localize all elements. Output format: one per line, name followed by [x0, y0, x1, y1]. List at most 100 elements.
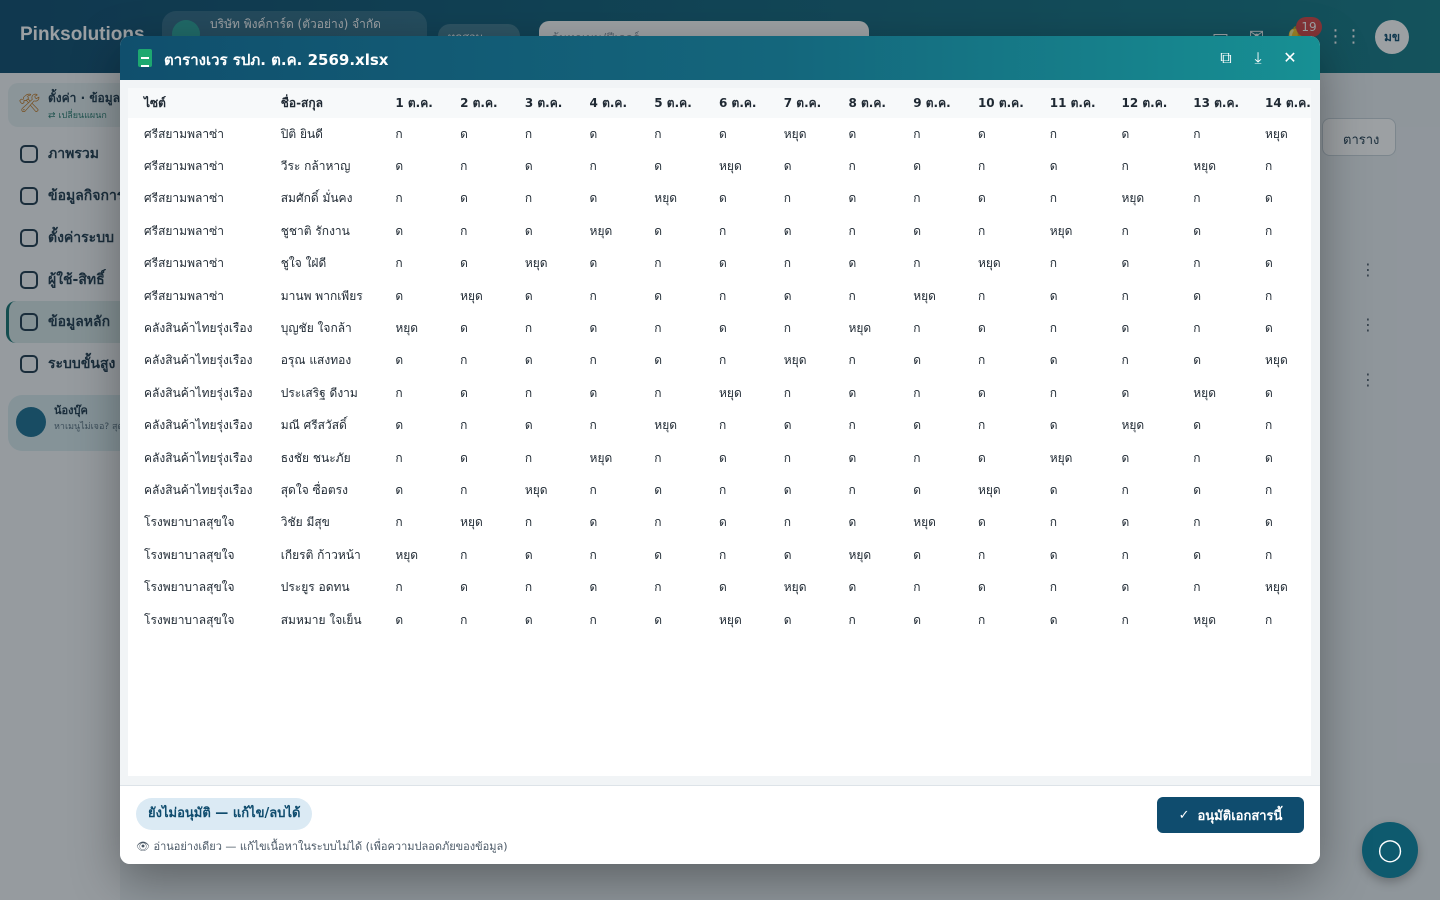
shift-cell: ก	[913, 256, 921, 271]
row-menu-icon[interactable]: ⋮	[1360, 315, 1376, 334]
site-cell: คลังสินค้าไทยรุ่งเรือง	[144, 418, 253, 433]
shift-cell: ก	[654, 385, 662, 400]
shift-cell: ก	[1193, 450, 1201, 465]
view-toggle-table[interactable]: ตาราง	[1322, 118, 1396, 156]
shift-cell: ด	[524, 159, 533, 174]
shift-cell: ด	[395, 159, 404, 174]
readonly-note: 👁 อ่านอย่างเดียว — แก้ไขเนื้อหาในระบบไม่…	[136, 840, 508, 853]
shift-cell: ด	[719, 321, 727, 336]
column-header: 14 ต.ค.	[1249, 88, 1311, 118]
shift-cell: ด	[524, 418, 533, 433]
shift-cell: หยุด	[1265, 353, 1288, 368]
sidebar-nav: ภาพรวม ข้อมูลกิจการ ตั้งค่าระบบ ผู้ใช้-ส…	[0, 133, 140, 385]
shift-cell: ก	[589, 482, 597, 497]
spreadsheet-preview[interactable]: ไซต์ ชื่อ-สกุล 1 ต.ค. 2 ต.ค. 3 ต.ค. 4 ต.ค. 5 ต…	[128, 88, 1311, 776]
shift-cell: ก	[1121, 547, 1129, 562]
shift-cell: ก	[1049, 321, 1057, 336]
shift-cell: ก	[1265, 547, 1273, 562]
shift-cell: ก	[654, 321, 662, 336]
shift-cell: ก	[1193, 126, 1201, 141]
download-icon: ⤓	[1254, 48, 1262, 67]
shift-cell: ด	[719, 580, 727, 595]
shift-cell: ด	[395, 482, 404, 497]
row-menu-icon[interactable]: ⋮	[1360, 370, 1376, 389]
name-cell: ชูใจ ใฝ่ดี	[280, 256, 327, 271]
shift-cell: ด	[460, 256, 468, 271]
download-button[interactable]: ⤓	[1246, 46, 1270, 70]
sidebar-item-users-permissions[interactable]: ผู้ใช้-สิทธิ์	[0, 259, 140, 301]
shift-cell: ด	[783, 482, 792, 497]
shift-cell: หยุด	[524, 256, 548, 271]
site-cell: คลังสินค้าไทยรุ่งเรือง	[144, 321, 253, 336]
shift-cell: หยุด	[1193, 159, 1216, 174]
shift-cell: ด	[524, 547, 533, 562]
table-row: คลังสินค้าไทยรุ่งเรือง ธงชัย ชนะภัย ก ด ก หยุ…	[128, 442, 1311, 474]
shift-cell: ด	[654, 353, 663, 368]
sidebar-item-master-data[interactable]: ข้อมูลหลัก	[6, 301, 140, 343]
table-row: คลังสินค้าไทยรุ่งเรือง สุดใจ ซื่อตรง ด ก หยุ…	[128, 474, 1311, 506]
shift-cell: ด	[654, 159, 663, 174]
table-row: โรงพยาบาลสุขใจ วิชัย มีสุข ก หยุด ก ด ก ด ก ด หยุด…	[128, 507, 1311, 539]
row-menu-icon[interactable]: ⋮	[1360, 260, 1376, 279]
shift-cell: ก	[783, 191, 792, 206]
book-icon	[16, 407, 46, 437]
sidebar-item-system-settings[interactable]: ตั้งค่าระบบ	[0, 217, 140, 259]
modal-header: ตารางเวร รปภ. ต.ค. 2569.xlsx ⧉ ⤓ ✕	[120, 36, 1320, 80]
shift-cell: ด	[589, 126, 598, 141]
apps-grid-icon[interactable]: ⋮⋮	[1326, 26, 1363, 47]
sidebar-item-label: ข้อมูลกิจการ	[48, 188, 125, 204]
building-icon	[20, 187, 38, 205]
shift-cell: ด	[1049, 418, 1058, 433]
sidebar-item-advanced[interactable]: ระบบขั้นสูง	[0, 343, 140, 385]
users-icon	[20, 271, 38, 289]
table-row: โรงพยาบาลสุขใจ เกียรติ ก้าวหน้า หยุด ก ด ก ด ก ด…	[128, 539, 1311, 571]
shift-cell: ก	[1121, 223, 1129, 238]
open-external-icon: ⧉	[1220, 48, 1232, 67]
shift-cell: ด	[913, 547, 922, 562]
open-external-button[interactable]: ⧉	[1214, 46, 1238, 70]
sidebar-item-business-info[interactable]: ข้อมูลกิจการ	[0, 175, 140, 217]
shift-cell: ก	[654, 580, 662, 595]
shift-cell: ก	[395, 385, 403, 400]
shift-cell: ด	[1049, 482, 1058, 497]
site-cell: โรงพยาบาลสุขใจ	[144, 547, 235, 562]
column-header: 3 ต.ค.	[508, 88, 574, 118]
name-cell: วีระ กล้าหาญ	[280, 159, 351, 174]
column-header: 8 ต.ค.	[832, 88, 898, 118]
shift-cell: ด	[589, 580, 598, 595]
site-cell: คลังสินค้าไทยรุ่งเรือง	[144, 450, 253, 465]
shift-cell: ด	[848, 450, 857, 465]
shift-cell: ก	[719, 223, 727, 238]
column-header: 10 ต.ค.	[961, 88, 1034, 118]
sidebar-item-label: ตั้งค่าระบบ	[48, 230, 114, 246]
shift-cell: ด	[719, 450, 727, 465]
table-row: โรงพยาบาลสุขใจ สมหมาย ใจเย็น ด ก ด ก ด หยุด ด ก ด ก…	[128, 604, 1311, 636]
shift-cell: หยุด	[719, 385, 742, 400]
shift-cell: ก	[1193, 321, 1201, 336]
shift-cell: ด	[654, 223, 663, 238]
shift-cell: ด	[589, 385, 598, 400]
close-button[interactable]: ✕	[1278, 46, 1302, 70]
sidebar-item-overview[interactable]: ภาพรวม	[0, 133, 140, 175]
shift-cell: ก	[848, 482, 856, 497]
site-cell: คลังสินค้าไทยรุ่งเรือง	[144, 385, 253, 400]
shift-cell: ก	[783, 321, 792, 336]
shift-cell: ก	[913, 385, 921, 400]
shift-cell: ก	[589, 288, 597, 303]
shift-cell: ด	[654, 547, 663, 562]
column-header: 4 ต.ค.	[573, 88, 639, 118]
shift-cell: หยุด	[1121, 191, 1145, 206]
sidebar-item-label: ผู้ใช้-สิทธิ์	[48, 272, 105, 288]
approve-document-button[interactable]: ✓ อนุมัติเอกสารนี้	[1157, 797, 1304, 833]
avatar[interactable]: มข	[1375, 20, 1409, 54]
brand-logo[interactable]: Pinksolutions	[20, 24, 145, 45]
approve-button-label: อนุมัติเอกสารนี้	[1197, 808, 1283, 824]
shift-cell: หยุด	[783, 580, 807, 595]
shift-cell: ด	[1193, 353, 1202, 368]
shift-cell: ด	[913, 418, 922, 433]
shift-cell: ก	[719, 353, 727, 368]
modal-footer: ยังไม่อนุมัติ — แก้ไข/ลบได้ 👁 อ่านอย่างเ…	[120, 785, 1320, 864]
site-cell: คลังสินค้าไทยรุ่งเรือง	[144, 482, 253, 497]
chat-button[interactable]: ◯	[1362, 822, 1418, 878]
table-row: ศรีสยามพลาซ่า ชูชาติ รักงาน ด ก ด หยุด ด ก ด ก ด ก ห…	[128, 215, 1311, 247]
